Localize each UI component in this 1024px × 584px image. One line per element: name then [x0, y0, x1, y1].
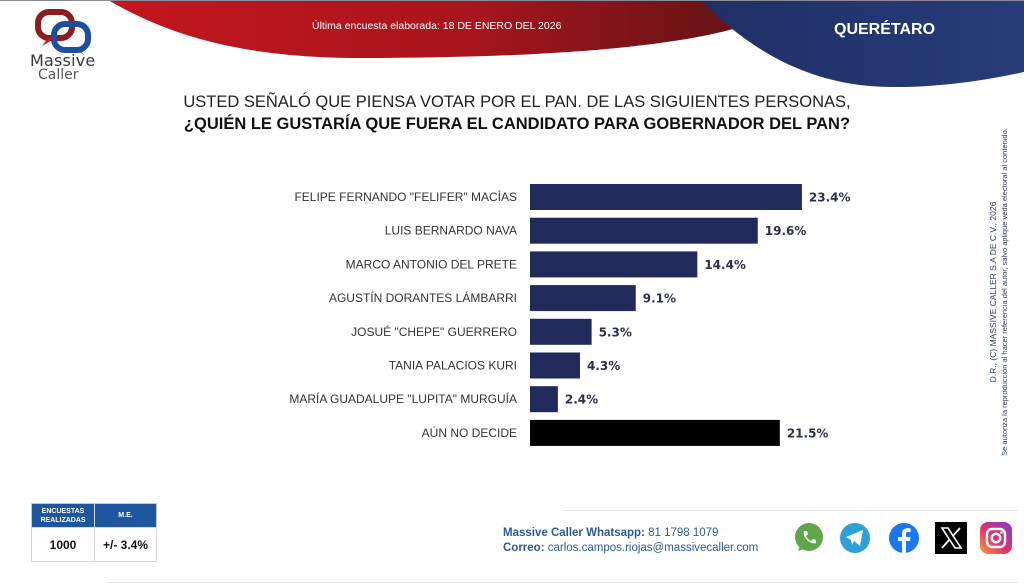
whatsapp-number[interactable]: 81 1798 1079: [648, 527, 719, 539]
margin-error-header: M.E.: [94, 503, 157, 528]
instagram-icon[interactable]: [979, 521, 1013, 555]
bar-category-label: MARCO ANTONIO DEL PRETE: [346, 257, 517, 271]
copyright-notice: D.R., (C) MASSIVE CALLER S.A DE C.V., 20…: [988, 96, 1018, 488]
red-header-band: [108, 0, 760, 58]
bar: [530, 251, 698, 278]
bar: [530, 217, 758, 244]
bar-value-label: 4.3%: [587, 359, 620, 373]
bar-category-label: MARÍA GUADALUPE "LUPITA" MURGUÍA: [289, 391, 517, 406]
bar-value-label: 14.4%: [704, 258, 746, 272]
bar-category-label: JOSUÉ "CHEPE" GUERRERO: [351, 324, 517, 339]
question-line-1: USTED SEÑALÓ QUE PIENSA VOTAR POR EL PAN…: [183, 93, 851, 111]
margin-error-value: +/- 3.4%: [94, 527, 157, 562]
bar: [530, 419, 780, 446]
state-title: QUERÉTARO: [834, 21, 936, 38]
whatsapp-icon[interactable]: [792, 521, 826, 555]
email-link[interactable]: carlos.campos.riojas@massivecaller.com: [547, 542, 759, 554]
massive-caller-logo: [35, 9, 91, 56]
bar-value-label: 21.5%: [787, 426, 829, 440]
bar-category-label: AÚN NO DECIDE: [422, 425, 517, 440]
bar: [530, 386, 558, 413]
bar-category-label: FELIPE FERNANDO "FELIFER" MACÍAS: [294, 189, 517, 204]
bar-value-label: 19.6%: [765, 224, 807, 238]
bar-value-label: 2.4%: [565, 393, 598, 407]
x-icon[interactable]: [934, 521, 968, 555]
footer-divider-bottom: [108, 582, 1018, 583]
surveys-header-line-1: ENCUESTAS: [41, 507, 85, 515]
bar: [530, 352, 580, 379]
surveys-count: 1000: [31, 527, 95, 562]
email-contact: Correo: carlos.campos.riojas@massivecall…: [503, 541, 758, 556]
bar-category-label: AGUSTÍN DORANTES LÁMBARRI: [329, 290, 517, 305]
bar-value-label: 9.1%: [643, 292, 676, 306]
whatsapp-label: Massive Caller Whatsapp:: [503, 527, 645, 539]
bar: [530, 318, 592, 345]
whatsapp-contact: Massive Caller Whatsapp: 81 1798 1079: [503, 526, 758, 541]
copyright-line-2: Se autoriza la reproducción al hacer ref…: [1000, 128, 1009, 456]
telegram-icon[interactable]: [838, 521, 872, 555]
bar: [530, 285, 636, 312]
email-label: Correo:: [503, 542, 545, 554]
bar-value-label: 23.4%: [809, 191, 851, 205]
bar-category-label: TANIA PALACIOS KURI: [389, 359, 517, 373]
contact-info: Massive Caller Whatsapp: 81 1798 1079 Co…: [503, 526, 758, 556]
copyright-line-1: D.R., (C) MASSIVE CALLER S.A DE C.V., 20…: [988, 201, 998, 383]
blue-header-band: [700, 0, 1024, 88]
logo-text-massive: Massive: [30, 51, 96, 70]
bar-category-label: LUIS BERNARDO NAVA: [385, 224, 517, 238]
logo-text-caller: Caller: [38, 67, 79, 83]
footer-divider-top: [563, 510, 1018, 511]
bar-chart: FELIPE FERNANDO "FELIFER" MACÍAS 23.4% LUI…: [289, 184, 851, 446]
surveys-header-line-2: REALIZADAS: [40, 516, 86, 524]
facebook-icon[interactable]: [887, 521, 921, 555]
surveys-header: ENCUESTAS REALIZADAS: [31, 503, 95, 528]
question-line-2: ¿QUIÉN LE GUSTARÍA QUE FUERA EL CANDIDAT…: [183, 115, 851, 133]
survey-date: Última encuesta elaborada: 18 DE ENERO D…: [312, 20, 562, 32]
survey-stats-table: ENCUESTAS REALIZADAS M.E. 1000 +/- 3.4%: [31, 503, 157, 562]
bar-value-label: 5.3%: [599, 325, 632, 339]
bar: [530, 184, 802, 210]
